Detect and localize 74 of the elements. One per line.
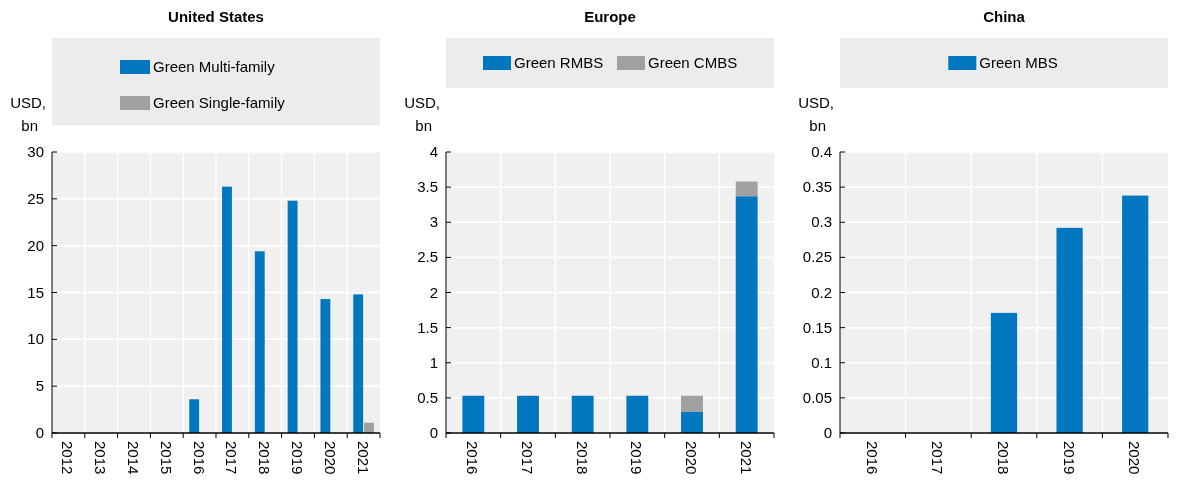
- y-tick-label: 1: [429, 353, 438, 371]
- x-tick-label: 2017: [223, 441, 241, 475]
- bar: [1056, 227, 1083, 433]
- bar: [189, 399, 200, 433]
- bar: [353, 294, 364, 433]
- x-tick-label: 2021: [737, 441, 755, 475]
- x-tick-label: 2017: [929, 441, 947, 475]
- bar: [681, 395, 703, 412]
- x-tick-label: 2018: [256, 441, 274, 475]
- x-tick-label: 2013: [92, 441, 110, 475]
- bar: [462, 395, 485, 433]
- bar: [990, 312, 1018, 433]
- chart-title: United States: [168, 8, 264, 25]
- x-tick-label: 2020: [683, 441, 700, 475]
- x-tick-label: 2012: [59, 441, 77, 475]
- legend-label: Green Single-family: [153, 94, 286, 111]
- legend-label: Green CMBS: [648, 54, 738, 71]
- y-tick-label: 1.5: [417, 318, 438, 336]
- bar: [254, 251, 265, 433]
- bar: [287, 200, 298, 433]
- y-tick-label: 25: [27, 189, 44, 207]
- x-tick-label: 2021: [354, 441, 372, 475]
- y-tick-label: 0.4: [811, 143, 832, 160]
- x-tick-label: 2016: [464, 441, 482, 475]
- bar: [1122, 195, 1149, 433]
- x-tick-label: 2019: [289, 441, 306, 475]
- y-tick-label: 30: [27, 143, 44, 160]
- bar: [735, 196, 758, 433]
- x-tick-label: 2014: [125, 441, 142, 475]
- x-tick-label: 2017: [519, 441, 536, 475]
- bar: [681, 411, 703, 433]
- y-tick-label: 4: [429, 143, 438, 160]
- bar: [517, 395, 539, 433]
- bar: [735, 181, 758, 197]
- y-axis-title: USD, bn: [10, 94, 46, 134]
- y-tick-label: 5: [35, 377, 44, 395]
- chart-title: China: [983, 8, 1026, 25]
- x-tick-label: 2018: [573, 441, 591, 475]
- x-tick-label: 2018: [995, 441, 1012, 475]
- legend-label: Green Multi-family: [153, 58, 276, 75]
- bar: [320, 299, 331, 433]
- y-tick-label: 15: [27, 283, 44, 301]
- y-tick-label: 3.5: [417, 178, 438, 196]
- y-tick-label: 0.25: [802, 248, 832, 266]
- x-tick-label: 2015: [157, 441, 175, 475]
- y-tick-label: 3: [429, 213, 438, 231]
- x-tick-label: 2016: [863, 441, 881, 475]
- y-tick-label: 0: [823, 424, 832, 441]
- y-tick-label: 0.1: [811, 353, 832, 371]
- legend-label: Green RMBS: [514, 54, 604, 71]
- x-tick-label: 2019: [1060, 441, 1078, 475]
- y-tick-label: 0: [429, 424, 438, 441]
- x-tick-label: 2016: [190, 441, 208, 475]
- chart-title: Europe: [584, 8, 636, 25]
- y-axis-title: USD, bn: [404, 94, 440, 134]
- y-tick-label: 10: [27, 330, 44, 348]
- y-tick-label: 0.3: [811, 213, 832, 231]
- y-tick-label: 20: [27, 236, 44, 254]
- y-axis-title: USD, bn: [798, 94, 834, 134]
- y-tick-label: 0.5: [417, 388, 438, 406]
- bar: [571, 395, 594, 433]
- x-tick-label: 2020: [1126, 441, 1144, 475]
- bar: [222, 186, 232, 433]
- y-tick-label: 0.35: [802, 178, 832, 196]
- y-tick-label: 0.05: [802, 388, 832, 406]
- legend-label: Green MBS: [979, 54, 1058, 71]
- bar: [626, 395, 649, 433]
- x-tick-label: 2020: [321, 441, 339, 475]
- y-tick-label: 2.5: [417, 248, 438, 266]
- y-tick-label: 0.2: [811, 283, 832, 301]
- y-tick-label: 0: [35, 424, 44, 441]
- x-tick-label: 2019: [628, 441, 646, 475]
- y-tick-label: 2: [429, 283, 438, 301]
- y-tick-label: 0.15: [802, 318, 832, 336]
